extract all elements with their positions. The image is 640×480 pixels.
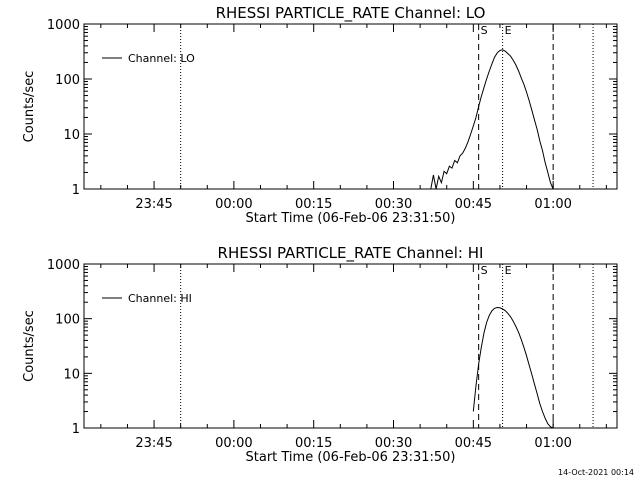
- x-tick-label: 00:00: [215, 436, 252, 451]
- plot-frame: [83, 23, 618, 190]
- x-tick-label: 23:45: [135, 197, 172, 212]
- x-tick-label: 23:45: [135, 436, 172, 451]
- x-axis-label: Start Time (06-Feb-06 23:31:50): [246, 211, 456, 226]
- marker-label: S: [481, 24, 488, 37]
- x-axis-label: Start Time (06-Feb-06 23:31:50): [246, 450, 456, 465]
- x-tick-label: 01:00: [534, 197, 571, 212]
- chart-panel-2: RHESSI PARTICLE_RATE Channel: HI 1 10 100 10…: [22, 244, 618, 465]
- chart-panel-1: RHESSI PARTICLE_RATE Channel: LO 1 10 100 10…: [22, 4, 618, 226]
- x-tick-label: 00:00: [215, 197, 252, 212]
- y-tick-label: 100: [55, 313, 80, 328]
- y-tick-label: 10: [63, 367, 80, 382]
- y-axis-label: Counts/sec: [22, 310, 37, 382]
- marker-label: E: [505, 264, 512, 277]
- x-tick-label: 00:45: [455, 197, 492, 212]
- y-tick-label: 1: [72, 183, 80, 198]
- y-tick-label: 1: [72, 422, 80, 437]
- y-axis-label: Counts/sec: [22, 71, 37, 143]
- series-line: [430, 49, 554, 190]
- legend-label: Channel: HI: [128, 292, 192, 305]
- marker-label: S: [481, 264, 488, 277]
- chart-title: RHESSI PARTICLE_RATE Channel: LO: [216, 4, 486, 23]
- y-tick-label: 100: [55, 73, 80, 88]
- x-tick-label: 00:45: [455, 436, 492, 451]
- legend-label: Channel: LO: [128, 52, 195, 65]
- y-tick-label: 10: [63, 128, 80, 143]
- y-tick-label: 1000: [47, 18, 80, 33]
- x-tick-label: 00:30: [375, 197, 412, 212]
- y-tick-label: 1000: [47, 258, 80, 273]
- marker-label: E: [505, 24, 512, 37]
- x-tick-label: 01:00: [534, 436, 571, 451]
- plot-frame: [83, 263, 618, 429]
- series-line: [472, 306, 554, 429]
- x-tick-label: 00:15: [295, 197, 332, 212]
- x-tick-label: 00:30: [375, 436, 412, 451]
- x-tick-label: 00:15: [295, 436, 332, 451]
- chart-title: RHESSI PARTICLE_RATE Channel: HI: [218, 244, 484, 263]
- footer-timestamp: 14-Oct-2021 00:14: [558, 468, 634, 477]
